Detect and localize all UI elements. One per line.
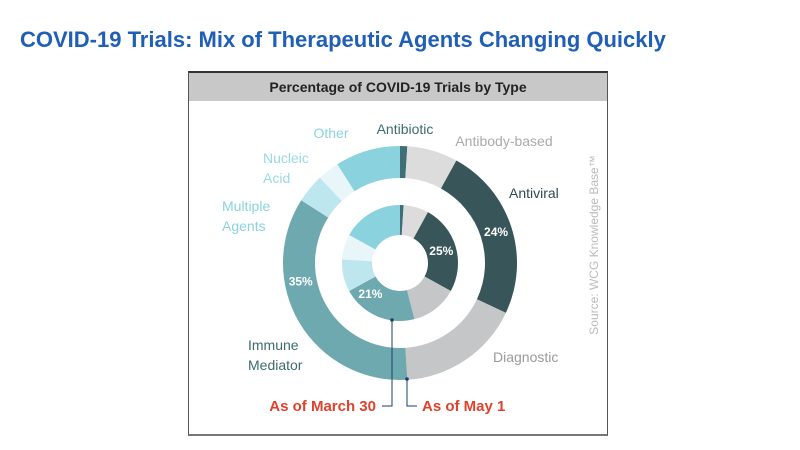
inner-slice-antibiotic [400, 205, 404, 236]
legend-may-1: As of May 1 [422, 398, 505, 415]
inner-data-label: 21% [358, 287, 382, 301]
outer-slice-multiple-agents [301, 177, 342, 218]
category-label: Antibiotic [377, 121, 434, 137]
category-label: Agents [222, 218, 266, 234]
category-label: Other [313, 125, 348, 141]
inner-slice-antibody-based [401, 205, 428, 239]
category-label: Nucleic [263, 150, 309, 166]
outer-slice-antibody-based [405, 146, 457, 189]
chart-card: Percentage of COVID-19 Trials by Type [188, 71, 608, 436]
may-leader-line [406, 379, 417, 407]
march-leader-line [382, 320, 393, 407]
outer-slice-antibiotic [400, 146, 408, 179]
inner-slice-nucleic-acid [342, 235, 376, 262]
inner-data-label: 25% [429, 244, 453, 258]
inner-slice-diagnostic [406, 276, 451, 320]
category-label: Immune [248, 337, 299, 353]
category-label: Mediator [248, 357, 303, 373]
outer-data-label: 24% [484, 225, 508, 239]
outer-slice-other [337, 146, 400, 192]
outer-slice-immune-mediator [282, 200, 408, 381]
outer-data-label: 35% [289, 274, 313, 288]
category-label: Acid [263, 170, 290, 186]
inner-slice-antiviral [413, 212, 458, 291]
category-label: Multiple [222, 198, 270, 214]
category-label: Antibody-based [455, 133, 552, 149]
inner-slice-immune-mediator [349, 276, 415, 322]
chart-title: Percentage of COVID-19 Trials by Type [189, 73, 607, 101]
inner-slice-multiple-agents [341, 259, 376, 291]
category-label: Diagnostic [493, 349, 558, 365]
outer-slice-antiviral [440, 160, 517, 313]
category-label: Antiviral [509, 185, 559, 201]
outer-slice-diagnostic [405, 299, 506, 380]
legend-march-30: As of March 30 [269, 398, 376, 415]
outer-slice-nucleic-acid [319, 164, 355, 202]
inner-slice-other [349, 205, 400, 250]
source-note: Source: WCG Knowledge Base™ [587, 155, 601, 334]
slide-title: COVID-19 Trials: Mix of Therapeutic Agen… [20, 27, 666, 52]
